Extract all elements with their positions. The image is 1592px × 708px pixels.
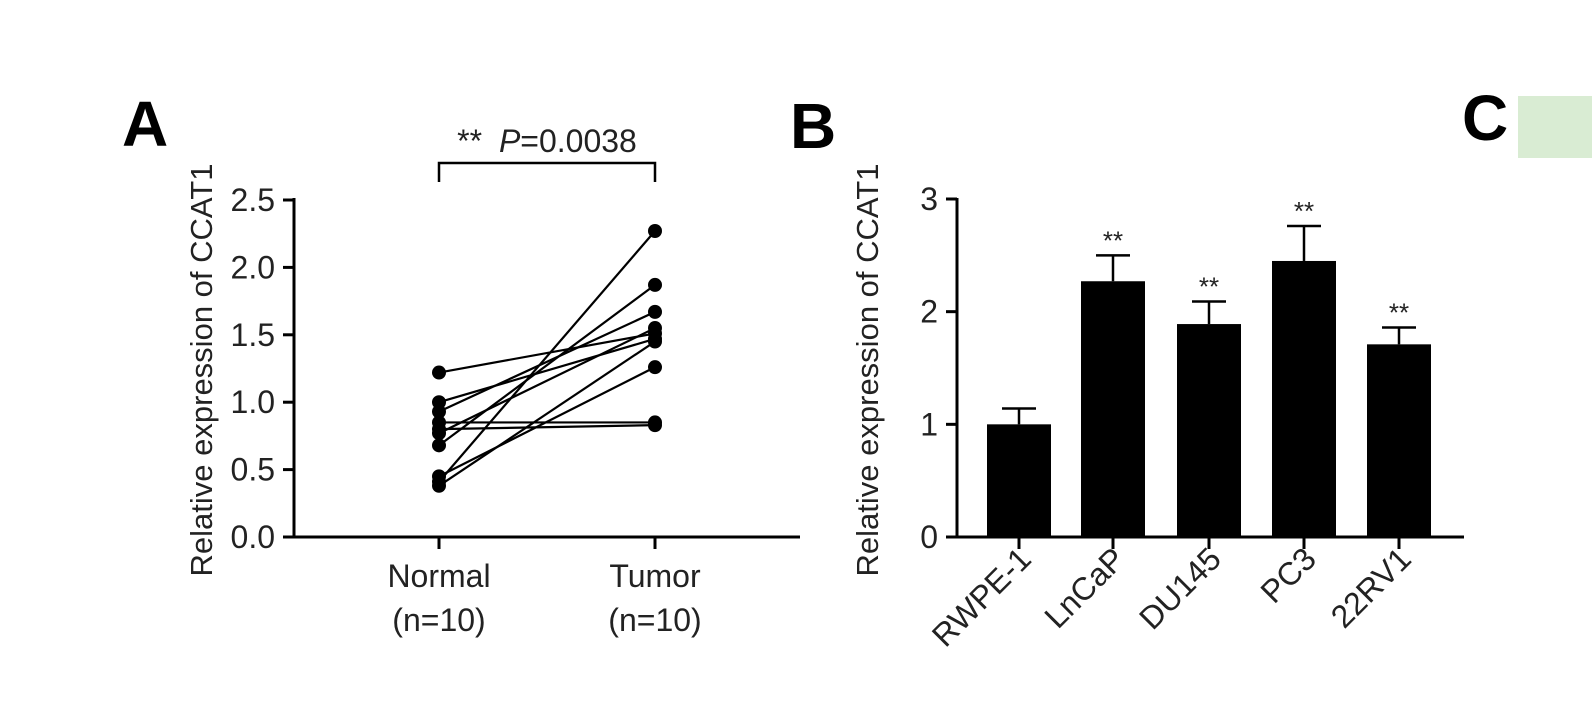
x-tick-label: RWPE-1 bbox=[925, 540, 1038, 653]
tumor-point bbox=[648, 334, 662, 349]
tumor-point bbox=[648, 304, 662, 319]
bar bbox=[987, 424, 1051, 537]
bar bbox=[1177, 324, 1241, 537]
p-value: =0.0038 bbox=[520, 123, 637, 159]
panel-a-chart: Relative expression of CCAT1 0.0 0.5 1.0 1.… bbox=[184, 123, 800, 638]
pair-line bbox=[438, 332, 656, 374]
normal-point bbox=[432, 438, 446, 453]
y-tick-label: 1.5 bbox=[231, 317, 275, 353]
x-tick-label: 22RV1 bbox=[1324, 540, 1418, 634]
panel-b-chart: Relative expression of CCAT1 0 1 2 3 ** ** **… bbox=[850, 164, 1464, 654]
pair-line bbox=[438, 327, 656, 435]
y-tick-label: 1.0 bbox=[231, 384, 275, 420]
significance-stars: ** bbox=[1103, 225, 1123, 255]
x-tick-label: Tumor bbox=[609, 558, 701, 594]
panel-a-ylabel: Relative expression of CCAT1 bbox=[184, 164, 219, 577]
y-tick-label: 0 bbox=[920, 519, 938, 555]
x-tick-sublabel: (n=10) bbox=[608, 602, 701, 638]
panel-b-ylabel: Relative expression of CCAT1 bbox=[850, 164, 885, 577]
bar bbox=[1367, 344, 1431, 537]
tumor-point bbox=[648, 321, 662, 336]
pair-line bbox=[438, 284, 656, 447]
panel-letter-a: A bbox=[122, 88, 168, 160]
normal-point bbox=[432, 365, 446, 380]
tumor-point bbox=[648, 224, 662, 239]
normal-point bbox=[432, 404, 446, 419]
significance-stars: ** bbox=[1294, 196, 1314, 226]
panel-letter-b: B bbox=[790, 90, 836, 162]
p-symbol: P bbox=[499, 123, 521, 159]
x-tick-label: PC3 bbox=[1253, 540, 1322, 609]
y-tick-label: 0.0 bbox=[231, 519, 275, 555]
pair-line bbox=[438, 366, 656, 478]
y-tick-label: 3 bbox=[920, 181, 938, 217]
panel-c-thumbnail bbox=[1518, 96, 1592, 158]
y-tick-label: 0.5 bbox=[231, 452, 275, 488]
significance-bracket bbox=[437, 161, 657, 182]
y-tick-label: 1 bbox=[920, 406, 938, 442]
x-tick-label: Normal bbox=[387, 558, 490, 594]
pair-line bbox=[438, 340, 656, 487]
normal-point bbox=[432, 478, 446, 493]
x-tick-sublabel: (n=10) bbox=[392, 602, 485, 638]
significance-stars: ** bbox=[1199, 272, 1219, 302]
y-tick-label: 2.0 bbox=[231, 249, 275, 285]
tumor-point bbox=[648, 360, 662, 375]
pair-line bbox=[438, 424, 656, 431]
pair-line bbox=[438, 337, 656, 404]
bar bbox=[1272, 260, 1336, 537]
pair-line bbox=[438, 230, 656, 483]
y-tick-label: 2.5 bbox=[231, 182, 275, 218]
tumor-point bbox=[648, 277, 662, 292]
significance-stars: ** bbox=[1389, 297, 1409, 327]
significance-label: ** P=0.0038 bbox=[457, 123, 637, 159]
pair-line bbox=[438, 310, 656, 413]
tumor-point bbox=[648, 418, 662, 433]
panel-letter-c: C bbox=[1462, 82, 1508, 154]
significance-stars: ** bbox=[457, 123, 482, 159]
bar bbox=[1081, 281, 1145, 537]
normal-point bbox=[432, 426, 446, 441]
x-tick-label: LnCaP bbox=[1037, 540, 1132, 635]
y-tick-label: 2 bbox=[920, 294, 938, 330]
x-tick-label: DU145 bbox=[1132, 540, 1228, 636]
